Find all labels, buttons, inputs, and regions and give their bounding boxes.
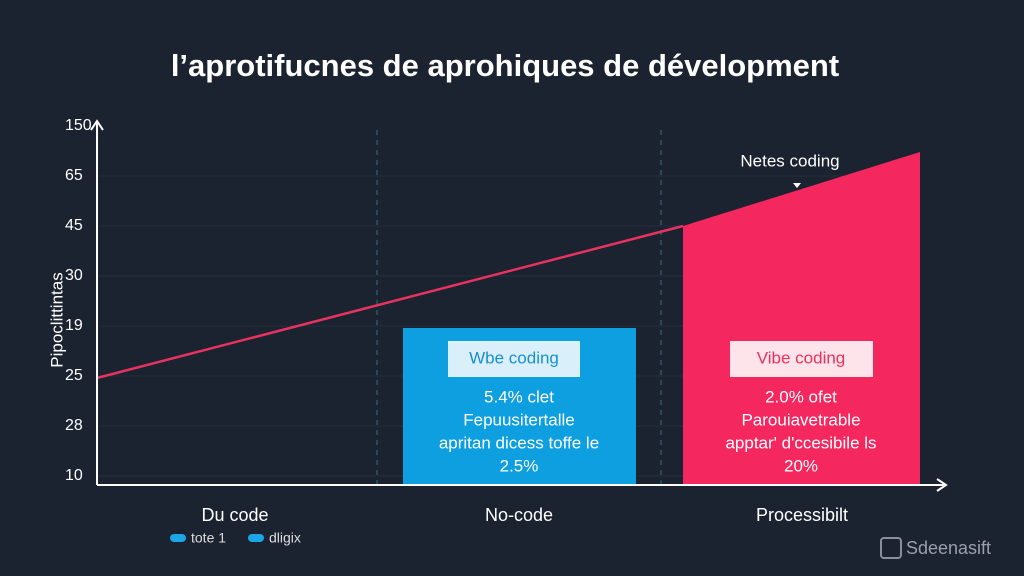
legend-swatch: [170, 534, 186, 542]
box-label-bg: [730, 341, 873, 377]
box-text: 5.4% clet Fepuusitertalle apritan dicess t…: [439, 387, 877, 475]
x-label: Du code: [201, 505, 268, 525]
box-label-bg: [448, 341, 580, 377]
y-label: 28: [65, 417, 83, 434]
box-line: 20%: [784, 456, 818, 475]
y-label: 30: [65, 267, 83, 284]
box-line: apritan dicess toffe le: [439, 433, 599, 452]
area: [683, 152, 920, 485]
box-line: Fepuusitertalle: [463, 410, 575, 429]
watermark-icon: [880, 537, 902, 559]
y-axis-title: Pipoclittintas: [47, 272, 66, 367]
chart-title: l’aprotifucnes de aprohiques de dévelopm…: [171, 48, 839, 83]
y-label: 150: [65, 117, 92, 134]
y-label: 65: [65, 167, 83, 184]
box-line: 2.5%: [500, 456, 539, 475]
y-axis-arrow: [90, 119, 104, 131]
y-labels: 150 65 45 30 19 25 28 10: [65, 117, 92, 484]
y-label: 10: [65, 467, 83, 484]
box-line: Parouiavetrable: [741, 410, 860, 429]
annotation-pointer: [793, 183, 801, 188]
legend-swatch: [248, 534, 264, 542]
annotation: Netes coding: [740, 151, 839, 170]
legend-label: dligix: [269, 530, 301, 546]
box-label: Wbe coding: [469, 348, 559, 367]
watermark: Sdeenasift: [906, 538, 991, 558]
y-label: 25: [65, 367, 83, 384]
box-line: 5.4% clet: [484, 387, 554, 406]
box-line: 2.0% ofet: [765, 387, 837, 406]
y-label: 19: [65, 317, 83, 334]
y-label: 45: [65, 217, 83, 234]
box-line: apptar' d'ccesibile ls: [725, 433, 876, 452]
x-axis-arrow: [936, 478, 948, 492]
legend-label: tote 1: [191, 530, 226, 546]
trend-line: [96, 224, 684, 380]
x-label: No-code: [485, 505, 553, 525]
box-label: Vibe coding: [757, 348, 846, 367]
x-label: Processibilt: [756, 505, 848, 525]
